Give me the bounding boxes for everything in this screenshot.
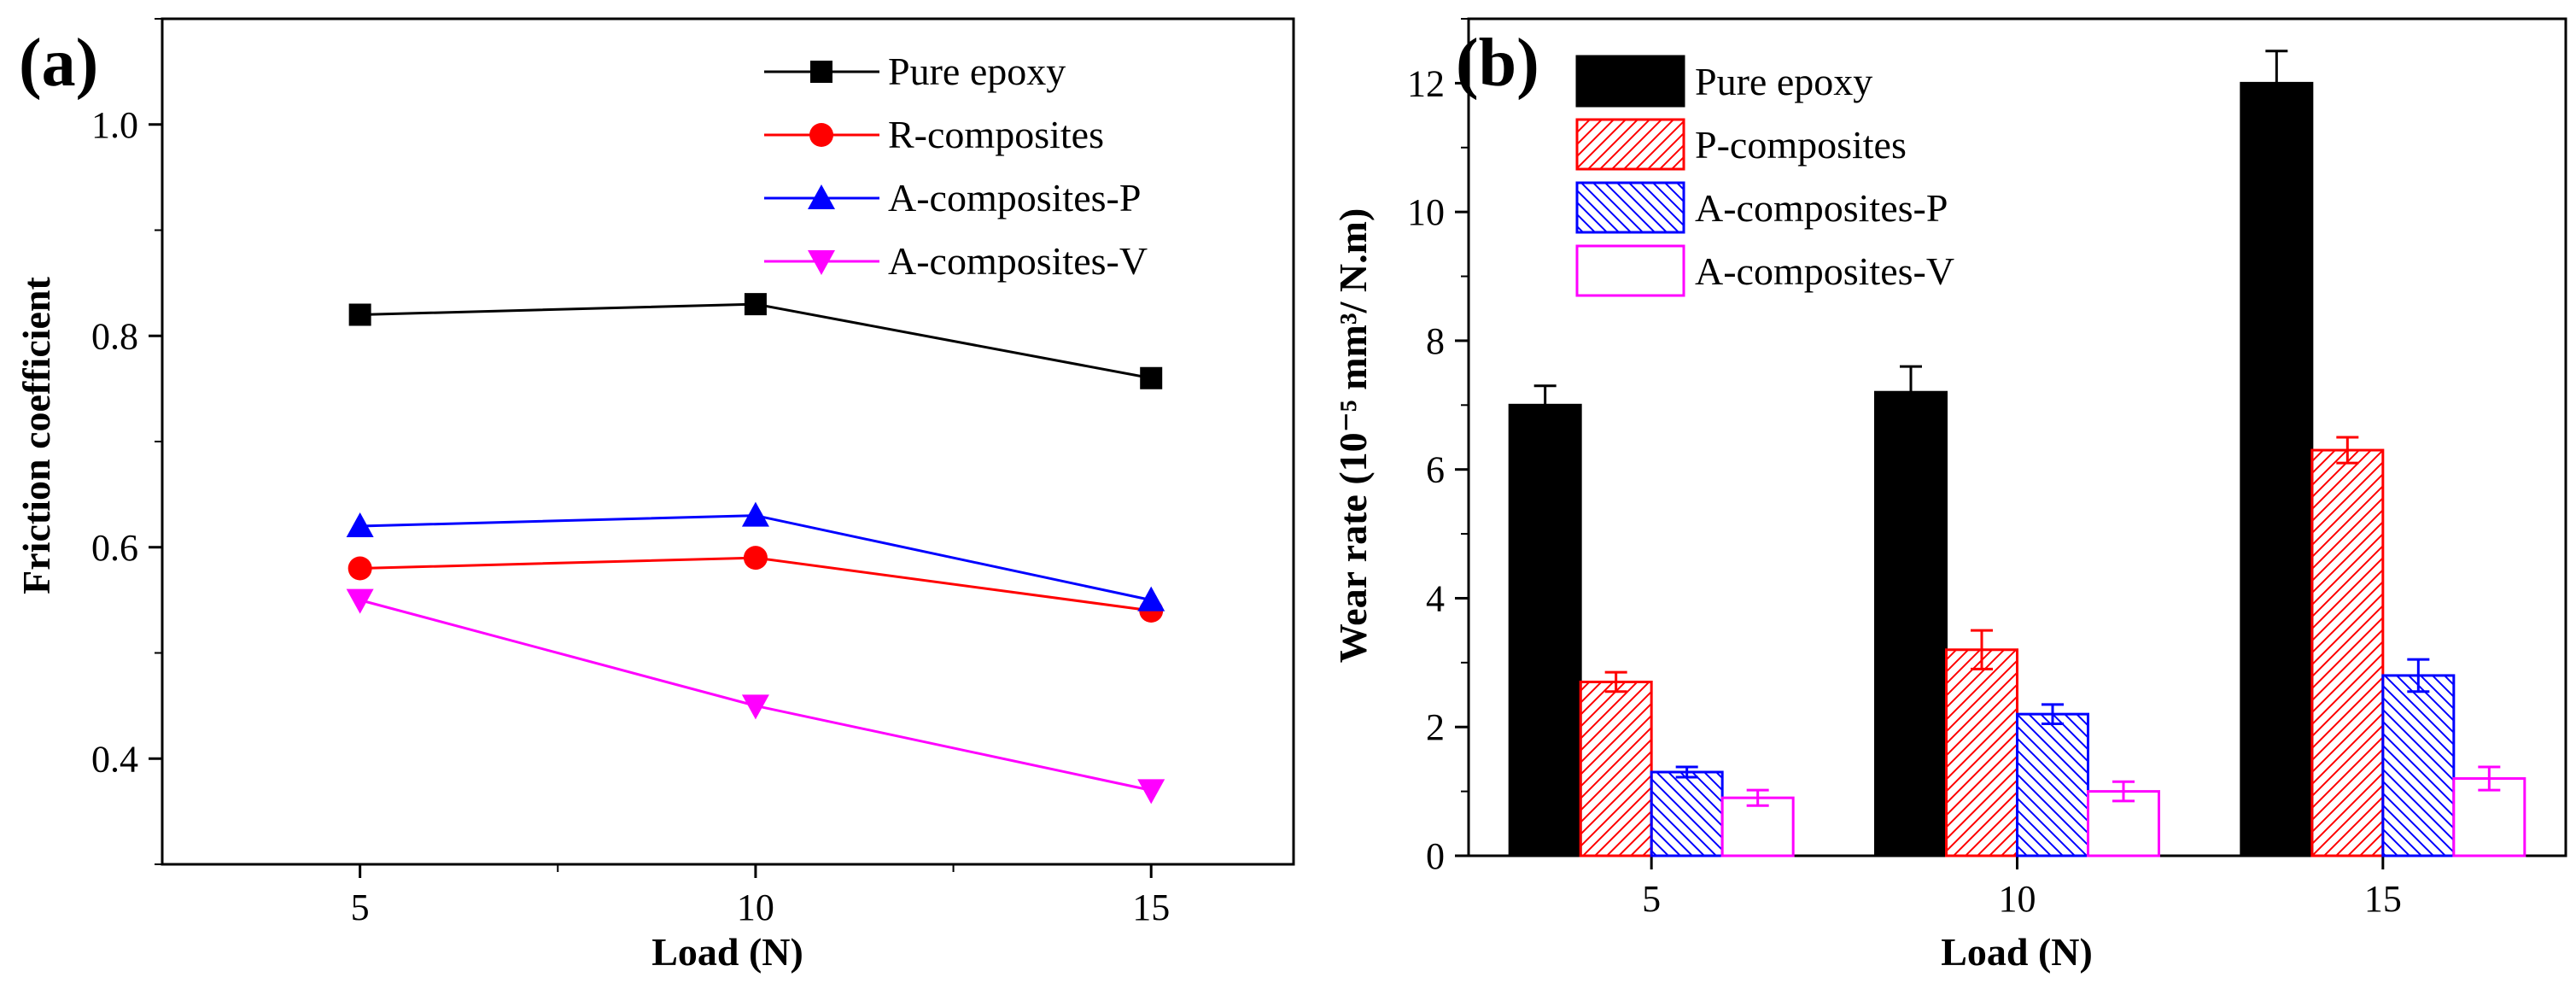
panel-b-legend-swatch xyxy=(1575,244,1685,297)
panel-b-bar-a-composites-p xyxy=(1650,770,1724,857)
panel-b-y-tick-label: 6 xyxy=(1426,449,1445,491)
panel-a-legend-label: A-composites-P xyxy=(888,176,1141,219)
panel-a-y-tick-label: 0.8 xyxy=(91,315,138,357)
panel-b-y-tick-label: 8 xyxy=(1426,320,1445,362)
panel-a-plot-frame xyxy=(161,17,1295,866)
panel-a-friction-chart: 5 10 15 0.4 0.6 0.8 1.0 Pure epoxy R-composites… xyxy=(15,17,1295,974)
panel-b-error-bar-p-composites xyxy=(2336,436,2359,465)
panel-a-legend-label: Pure epoxy xyxy=(888,50,1066,93)
panel-a-point-a-composites-v xyxy=(741,694,769,720)
panel-b-bar-p-composites xyxy=(2310,448,2385,857)
panel-b-legend-label: P-composites xyxy=(1695,123,1907,167)
panel-b-error-bar-pure-epoxy xyxy=(1900,365,1922,419)
panel-b-legend-swatch xyxy=(1575,181,1685,234)
panel-a-legend-label: A-composites-V xyxy=(888,239,1148,283)
panel-b-legend-label: A-composites-V xyxy=(1695,249,1954,293)
panel-b-x-axis-title: Load (N) xyxy=(1941,930,2093,974)
panel-a-legend-marker xyxy=(808,184,835,209)
panel-b-error-bar-p-composites xyxy=(1971,629,1993,670)
panel-a-point-a-composites-p xyxy=(1137,586,1165,612)
panel-b-bar-a-composites-p xyxy=(2016,712,2089,857)
panel-b-bar-p-composites xyxy=(1579,680,1653,857)
panel-b-y-tick-label: 2 xyxy=(1426,706,1445,748)
panel-b-error-bar-a-composites-v xyxy=(2112,780,2135,803)
panel-a-legend: Pure epoxy R-composites A-composites-P A-co… xyxy=(764,50,1148,283)
panel-b-ticks: 0 2 4 6 8 10 12 5 10 15 xyxy=(1407,18,2402,920)
panel-b-legend-swatch xyxy=(1575,55,1685,108)
panel-a-legend-marker xyxy=(810,61,832,83)
panel-b-y-tick-label: 10 xyxy=(1407,191,1445,233)
panel-b-bar-pure-epoxy xyxy=(2240,81,2314,857)
panel-b-bar-p-composites xyxy=(1945,648,2018,857)
panel-a-point-pure-epoxy xyxy=(1140,366,1163,389)
panel-a-point-pure-epoxy xyxy=(348,303,371,326)
panel-b-legend-label: A-composites-P xyxy=(1695,186,1948,230)
panel-b-error-bar-pure-epoxy xyxy=(1533,384,1557,426)
panel-b-error-bar-a-composites-p xyxy=(1675,765,1698,779)
panel-b-y-axis-title: Wear rate (10⁻⁵ mm³/ N.m) xyxy=(1331,208,1375,664)
panel-b-bar-a-composites-v xyxy=(1720,796,1795,857)
panel-b-x-tick-label: 15 xyxy=(2364,878,2402,920)
panel-b-error-bar-pure-epoxy xyxy=(2265,50,2288,117)
panel-a-y-tick-label: 0.4 xyxy=(91,738,138,780)
panel-a-x-tick-label: 5 xyxy=(351,887,370,928)
panel-b-y-tick-label: 0 xyxy=(1426,835,1445,877)
panel-a-ticks: 5 10 15 0.4 0.6 0.8 1.0 xyxy=(91,18,1170,928)
panel-a-legend-marker xyxy=(808,250,835,275)
panel-b-legend-swatch xyxy=(1575,118,1685,171)
panel-a-y-axis-title: Friction coefficient xyxy=(15,276,58,594)
panel-b-legend-label: Pure epoxy xyxy=(1695,60,1872,103)
panel-a-point-r-composites xyxy=(743,546,768,571)
panel-b-error-bar-a-composites-p xyxy=(2042,703,2064,725)
panel-a-legend-marker xyxy=(809,123,833,147)
panel-a-legend-label: R-composites xyxy=(888,113,1104,156)
panel-b-bar-pure-epoxy xyxy=(1874,390,1948,857)
panel-b-label: (b) xyxy=(1456,26,1539,101)
panel-a-point-r-composites xyxy=(348,556,372,581)
panel-b-bar-a-composites-p xyxy=(2381,674,2456,857)
panel-a-point-a-composites-p xyxy=(346,512,374,537)
panel-a-x-axis-title: Load (N) xyxy=(651,930,803,974)
panel-b-bar-pure-epoxy xyxy=(1508,403,1582,857)
panel-a-point-a-composites-p xyxy=(741,501,769,527)
panel-b-y-tick-label: 12 xyxy=(1407,62,1445,104)
panel-a-x-tick-label: 10 xyxy=(737,887,774,928)
panel-b-y-tick-label: 4 xyxy=(1426,577,1445,619)
panel-b-error-bars xyxy=(1533,50,2501,807)
panel-a-point-a-composites-v xyxy=(1137,779,1165,805)
panel-a-series-markers xyxy=(346,293,1165,805)
panel-a-point-pure-epoxy xyxy=(744,293,767,316)
panel-b-error-bar-p-composites xyxy=(1604,670,1627,693)
panel-a-y-tick-label: 0.6 xyxy=(91,527,138,569)
panel-b-error-bar-a-composites-v xyxy=(2478,765,2501,792)
panel-a-y-tick-label: 1.0 xyxy=(91,104,138,146)
panel-b-error-bar-a-composites-v xyxy=(1746,788,1769,807)
panel-a-point-a-composites-v xyxy=(346,588,374,614)
panel-b-x-tick-label: 5 xyxy=(1642,878,1661,920)
panel-b-x-tick-label: 10 xyxy=(1999,878,2036,920)
panel-b-wear-rate-chart: 0 2 4 6 8 10 12 5 10 15 Pure epoxy P-composites A-c… xyxy=(1331,17,2567,974)
panel-a-label: (a) xyxy=(19,26,98,101)
panel-b-error-bar-a-composites-p xyxy=(2407,658,2430,693)
panel-b-legend: Pure epoxy P-composites A-composites-P A-co… xyxy=(1575,55,1954,297)
panel-a-x-tick-label: 15 xyxy=(1132,887,1170,928)
